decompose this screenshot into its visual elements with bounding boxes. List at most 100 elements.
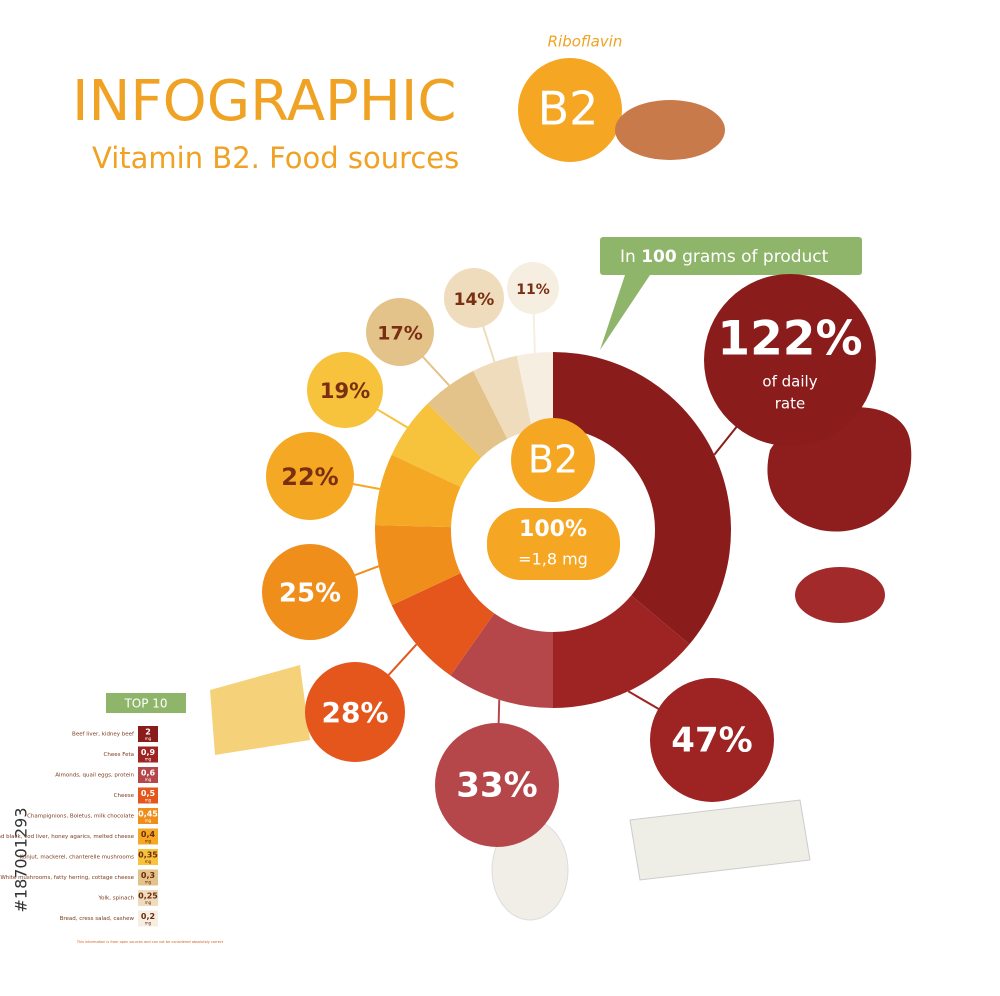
donut-segment xyxy=(375,525,461,606)
value-label: 11% xyxy=(516,282,550,298)
top10-amount: 0,3 xyxy=(141,871,155,880)
value-bubble xyxy=(435,723,559,847)
cheese-block xyxy=(210,665,310,755)
top10-unit: mg xyxy=(145,900,152,905)
top10-cell xyxy=(138,849,158,865)
top10-unit: mg xyxy=(145,777,152,782)
callout: In 100 grams of product xyxy=(620,247,829,267)
top10-cell xyxy=(138,828,158,845)
top10-unit: mg xyxy=(145,880,152,885)
top10-footnote: This information is from open sources an… xyxy=(76,940,224,944)
top10-amount: 0,2 xyxy=(141,912,155,921)
center-label: B2 xyxy=(528,438,578,482)
callout-number: 100 xyxy=(641,247,677,267)
cheese xyxy=(629,799,811,881)
top10-unit: mg xyxy=(145,839,152,844)
top10-amount: 0,5 xyxy=(141,789,156,798)
top10-cell xyxy=(138,869,158,886)
value-note: rate xyxy=(775,395,805,413)
top10-unit: mg xyxy=(145,818,152,823)
callout-tail xyxy=(600,275,650,350)
top10-food: Cheese xyxy=(114,793,135,799)
top10-header xyxy=(106,693,186,713)
top10-cell xyxy=(138,808,158,824)
top10-unit: mg xyxy=(145,798,152,803)
top10-food: Champignions, Boletus, milk chocolate xyxy=(27,814,135,820)
top10-food: Beef liver, kidney beef xyxy=(72,732,135,738)
donut-segment xyxy=(553,595,690,708)
top10-cell xyxy=(138,787,158,804)
value-bubble xyxy=(366,298,434,366)
donut-segment xyxy=(391,403,482,487)
top10-amount: 0,4 xyxy=(141,830,156,839)
donut-segment xyxy=(391,573,495,676)
top10-food: Bread, cress salad, cashew xyxy=(60,916,135,922)
kidney xyxy=(795,567,885,623)
value-label: 33% xyxy=(456,766,537,806)
badge: B2 xyxy=(538,82,599,136)
callout-box xyxy=(600,237,862,275)
top10-amount: 0,35 xyxy=(138,851,158,860)
top10-amount: 0,45 xyxy=(138,810,158,819)
center: B2 100% =1,8 mg xyxy=(487,418,620,580)
top10-cell xyxy=(138,767,158,783)
top10-food: White mushrooms, fatty herring, cottage … xyxy=(0,875,134,881)
value-label: 19% xyxy=(320,379,370,403)
center-amount: =1,8 mg xyxy=(518,550,588,569)
donut-segment xyxy=(473,355,533,439)
value-bubble xyxy=(507,262,559,314)
value-label: 22% xyxy=(281,463,338,491)
center-circle xyxy=(511,418,595,502)
center-percent: 100% xyxy=(519,517,587,542)
value-label: 14% xyxy=(454,290,495,310)
top10-unit: mg xyxy=(145,859,152,864)
callout-text: grams of product xyxy=(677,247,829,267)
top10-cell xyxy=(138,746,158,763)
value-bubble xyxy=(444,268,504,328)
top10-food: Kunjut, mackerel, chanterelle mushrooms xyxy=(19,855,134,861)
value-bubble xyxy=(704,274,876,446)
value-bubble xyxy=(262,544,358,640)
top10-title: TOP 10 xyxy=(123,697,167,711)
top10-food: Almonds, quail eggs, protein xyxy=(55,773,134,779)
badge-circle xyxy=(518,58,622,162)
value-bubble xyxy=(650,678,774,802)
top10-food: Chees Feta xyxy=(104,752,134,758)
food-pile xyxy=(615,100,725,160)
top10-cell xyxy=(138,910,158,927)
top10-food: Caviar red and black, cod liver, honey a… xyxy=(0,834,135,840)
value-note: of daily xyxy=(762,373,817,391)
top10-cell xyxy=(138,890,158,906)
value-bubble xyxy=(266,432,354,520)
center-box xyxy=(487,508,620,580)
donut-segment xyxy=(450,613,553,708)
callout-text: In xyxy=(620,247,641,267)
top10-unit: mg xyxy=(145,757,152,762)
donut-segment xyxy=(516,352,553,431)
top10-unit: mg xyxy=(145,921,152,926)
donut-segment xyxy=(427,370,508,458)
title: INFOGRAPHIC xyxy=(72,69,457,134)
value-label: 25% xyxy=(279,579,341,609)
top10-unit: mg xyxy=(145,736,152,741)
top10-food: Yolk, spinach xyxy=(98,896,135,902)
watermark: #187001293 xyxy=(12,807,31,912)
value-label: 122% xyxy=(717,312,862,367)
badge-label: Riboflavin xyxy=(548,33,623,51)
top10-amount: 0,6 xyxy=(141,769,156,778)
value-bubble xyxy=(305,662,405,762)
value-bubble xyxy=(307,352,383,428)
value-label: 17% xyxy=(377,323,422,345)
top10-amount: 0,9 xyxy=(141,748,156,757)
top10-amount: 0,25 xyxy=(138,892,158,901)
donut-segment xyxy=(553,352,731,645)
donut: 122% 47% 33% 28% 25% 22% 19% 17% 14% 11% of daily r… xyxy=(262,262,876,847)
top10-amount: 2 xyxy=(145,728,151,737)
donut-segment xyxy=(375,454,461,528)
value-label: 28% xyxy=(321,696,388,729)
subtitle: Vitamin B2. Food sources xyxy=(92,141,459,175)
top10-cell xyxy=(138,726,158,742)
value-label: 47% xyxy=(671,721,752,761)
